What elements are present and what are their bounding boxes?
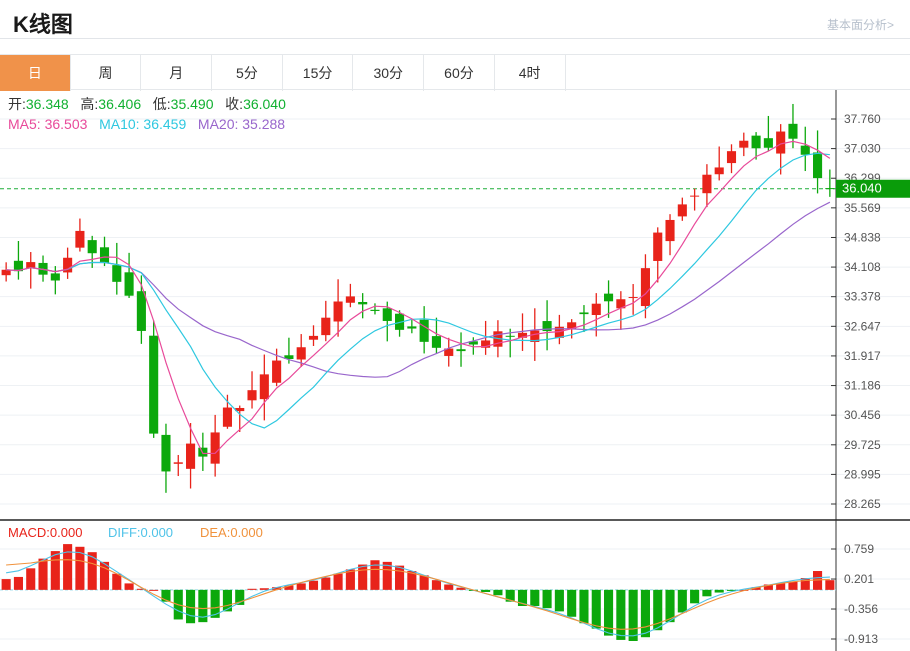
svg-text:-0.356: -0.356 <box>844 602 878 616</box>
svg-text:29.725: 29.725 <box>844 438 881 452</box>
svg-text:31.917: 31.917 <box>844 349 881 363</box>
svg-text:-0.913: -0.913 <box>844 632 878 646</box>
svg-text:MACD:0.000: MACD:0.000 <box>8 525 82 540</box>
svg-text:28.995: 28.995 <box>844 467 881 481</box>
svg-text:32.647: 32.647 <box>844 319 881 333</box>
svg-text:34.108: 34.108 <box>844 260 881 274</box>
svg-text:35.569: 35.569 <box>844 201 881 215</box>
svg-text:36.040: 36.040 <box>842 181 882 196</box>
svg-text:DIFF:0.000: DIFF:0.000 <box>108 525 173 540</box>
svg-text:30.456: 30.456 <box>844 408 881 422</box>
svg-text:37.030: 37.030 <box>844 142 881 156</box>
svg-text:28.265: 28.265 <box>844 497 881 511</box>
svg-text:31.186: 31.186 <box>844 379 881 393</box>
svg-text:0.759: 0.759 <box>844 542 874 556</box>
svg-text:0.201: 0.201 <box>844 572 874 586</box>
svg-text:DEA:0.000: DEA:0.000 <box>200 525 263 540</box>
svg-text:37.760: 37.760 <box>844 112 881 126</box>
svg-text:34.838: 34.838 <box>844 230 881 244</box>
svg-text:33.378: 33.378 <box>844 290 881 304</box>
